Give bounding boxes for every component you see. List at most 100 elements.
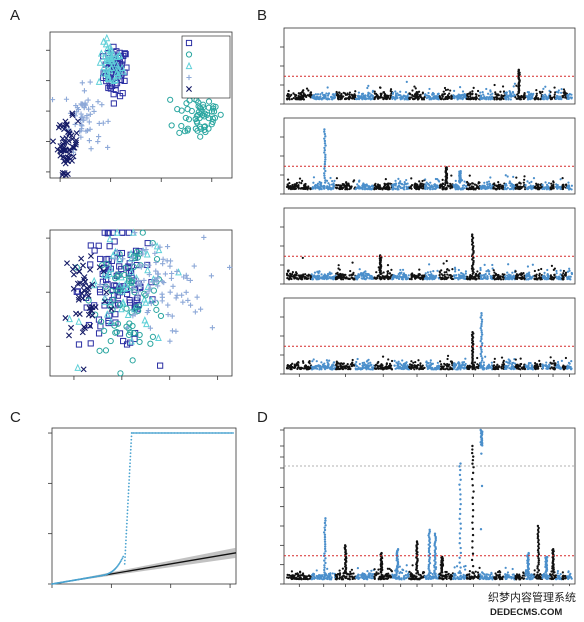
- snp-point: [325, 366, 328, 369]
- data-point-gbr: [107, 63, 115, 71]
- snp-point: [507, 273, 511, 276]
- snp-point: [540, 277, 543, 280]
- snp-point: [446, 268, 449, 271]
- snp-point: [512, 85, 515, 88]
- snp-point: [333, 361, 336, 364]
- snp-point: [496, 97, 499, 100]
- snp-point: [441, 186, 444, 190]
- qq-point: [173, 432, 176, 434]
- snp-point: [570, 367, 573, 370]
- qq-point: [131, 432, 134, 434]
- data-point-gbr: [116, 50, 123, 59]
- snp-point: [479, 96, 482, 99]
- snp-point: [337, 97, 340, 100]
- qq-point: [197, 432, 199, 434]
- data-point-gbr: [107, 264, 115, 273]
- snp-point: [476, 363, 479, 366]
- snp-point: [514, 183, 518, 186]
- snp-point: [297, 187, 300, 190]
- qq-point: [125, 536, 128, 538]
- peak-point: [323, 167, 326, 170]
- snp-point: [424, 178, 427, 181]
- data-point-fin: [150, 287, 158, 294]
- qq-point: [123, 559, 126, 562]
- snp-point: [442, 262, 445, 265]
- data-point-ibs: [152, 250, 158, 256]
- data-point-gbr: [118, 63, 126, 72]
- snp-point: [397, 360, 400, 363]
- qq-point: [199, 432, 202, 434]
- snp-point: [393, 183, 396, 186]
- snp-point: [492, 183, 495, 186]
- snp-point: [570, 184, 573, 187]
- snp-point: [487, 268, 490, 272]
- plot-frame: [283, 207, 576, 285]
- snp-point: [377, 360, 380, 364]
- data-point-fin: [133, 304, 140, 311]
- snp-point: [494, 96, 498, 99]
- snp-point: [456, 94, 459, 97]
- qq-point: [130, 438, 133, 441]
- snp-point: [457, 273, 460, 276]
- peak-point: [472, 256, 475, 259]
- snp-point: [502, 361, 505, 364]
- snp-point: [418, 368, 421, 371]
- snp-point: [343, 276, 346, 279]
- snp-point: [541, 183, 544, 186]
- snp-point: [566, 270, 570, 273]
- plot-frame: [49, 31, 233, 179]
- snp-point: [553, 86, 556, 89]
- snp-point: [445, 270, 448, 274]
- snp-point: [520, 272, 523, 275]
- snp-point: [312, 181, 315, 184]
- snp-point: [376, 364, 379, 367]
- snp-point: [395, 97, 398, 100]
- snp-point: [546, 274, 549, 277]
- snp-point: [458, 366, 461, 370]
- snp-point: [491, 97, 494, 101]
- snp-point: [556, 366, 559, 369]
- snp-point: [508, 180, 511, 183]
- data-point-ibs: [170, 283, 176, 289]
- snp-point: [522, 97, 526, 100]
- peak-point: [323, 146, 326, 150]
- snp-point: [527, 272, 530, 276]
- peak-point: [323, 160, 327, 163]
- snp-point: [495, 188, 498, 191]
- data-point-ceu: [73, 288, 80, 295]
- snp-point: [553, 93, 556, 96]
- qq-point: [145, 432, 148, 434]
- snp-point: [492, 364, 495, 368]
- snp-point: [360, 187, 363, 190]
- snp-point: [526, 98, 530, 101]
- snp-point: [427, 186, 430, 189]
- qq-point: [126, 512, 129, 515]
- data-point-ibs: [84, 113, 90, 119]
- data-point-ceu: [105, 84, 112, 92]
- snp-point: [426, 367, 429, 370]
- data-point-tsi: [62, 315, 69, 322]
- snp-point: [338, 187, 341, 191]
- peak-point: [479, 361, 483, 364]
- snp-point: [433, 367, 436, 370]
- snp-point: [425, 97, 428, 100]
- data-point-fin: [186, 97, 193, 104]
- data-point-tsi: [76, 311, 83, 318]
- snp-point: [543, 364, 546, 367]
- peak-point: [324, 153, 327, 157]
- snp-point: [547, 367, 550, 370]
- snp-point: [311, 95, 314, 98]
- data-point-gbr: [103, 33, 111, 42]
- snp-point: [336, 365, 340, 368]
- data-point-gbr: [113, 228, 121, 236]
- qq-point: [189, 432, 192, 434]
- snp-point: [505, 95, 508, 98]
- snp-point: [535, 366, 538, 369]
- snp-point: [449, 89, 452, 92]
- snp-point: [431, 362, 434, 365]
- snp-point: [354, 90, 357, 93]
- data-point-fin: [157, 312, 165, 320]
- snp-point: [326, 185, 329, 188]
- data-point-tsi: [68, 324, 75, 331]
- qq-point: [217, 432, 220, 434]
